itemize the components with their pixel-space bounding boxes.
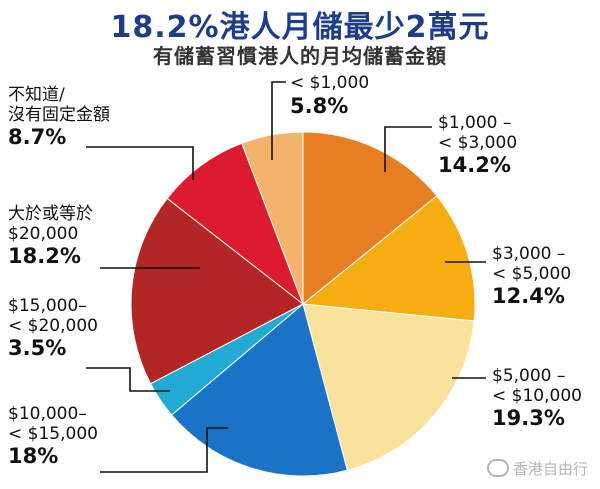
pie-slice-s6: [130, 197, 304, 385]
chart-title: 18.2%港人月儲最少2萬元: [110, 10, 490, 45]
pie-slice-s4: [170, 303, 348, 477]
label-s5-line2: < $20,000: [8, 315, 98, 336]
leader-line-s4: [100, 427, 228, 473]
pie-slice-s3: [302, 303, 475, 471]
label-s4-percent: 18%: [8, 444, 59, 469]
label-s2-line1: $3,000 –: [492, 244, 566, 264]
label-s4-line1: $10,000–: [8, 404, 87, 424]
label-s5-percent: 3.5%: [8, 336, 67, 361]
label-s3-line2: < $10,000: [492, 385, 582, 406]
label-s7-percent: 8.7%: [8, 125, 67, 150]
pie-slice-s7: [166, 142, 305, 306]
leader-line-s7: [86, 146, 194, 180]
label-s8: < $1,000 5.8%: [290, 73, 370, 118]
label-s3-percent: 19.3%: [492, 406, 565, 431]
label-s6-percent: 18.2%: [8, 244, 81, 269]
label-s1: $1,000 – < $3,000 14.2%: [438, 113, 518, 178]
label-s2: $3,000 – < $5,000 12.4%: [492, 244, 572, 309]
label-s1-percent: 14.2%: [438, 153, 511, 178]
label-s7-line1: 不知道/: [8, 85, 65, 105]
pie-slice-s2: [301, 195, 476, 322]
label-s5-line1: $15,000–: [8, 296, 87, 316]
label-s3: $5,000 – < $10,000 19.3%: [492, 366, 582, 431]
label-s5: $15,000– < $20,000 3.5%: [8, 296, 98, 361]
leader-line-s1: [384, 126, 432, 172]
label-s6-line2: $20,000: [8, 223, 79, 244]
watermark-text: 香港自由行: [512, 460, 588, 478]
leader-line-s5: [86, 367, 170, 392]
label-s6: 大於或等於 $20,000 18.2%: [8, 204, 93, 269]
label-s7: 不知道/ 沒有固定金額 8.7%: [8, 85, 110, 150]
label-s6-line1: 大於或等於: [8, 204, 93, 224]
label-s2-percent: 12.4%: [492, 284, 565, 309]
pie-slice-s1: [302, 131, 438, 306]
label-s7-line2: 沒有固定金額: [8, 104, 110, 125]
leader-line-s8: [271, 81, 286, 160]
label-s8-line1: < $1,000: [290, 73, 370, 93]
watermark: 香港自由行: [486, 458, 588, 479]
chart-subtitle: 有儲蓄習慣港人的月均儲蓄金額: [153, 44, 447, 68]
label-s1-line2: < $3,000: [438, 132, 518, 153]
label-s1-line1: $1,000 –: [438, 113, 512, 133]
label-s3-line1: $5,000 –: [492, 366, 566, 386]
label-s4-line2: < $15,000: [8, 423, 98, 444]
label-s2-line2: < $5,000: [492, 263, 572, 284]
label-s8-percent: 5.8%: [290, 93, 349, 118]
label-s4: $10,000– < $15,000 18%: [8, 404, 98, 469]
chat-bubble-icon: [486, 459, 509, 477]
